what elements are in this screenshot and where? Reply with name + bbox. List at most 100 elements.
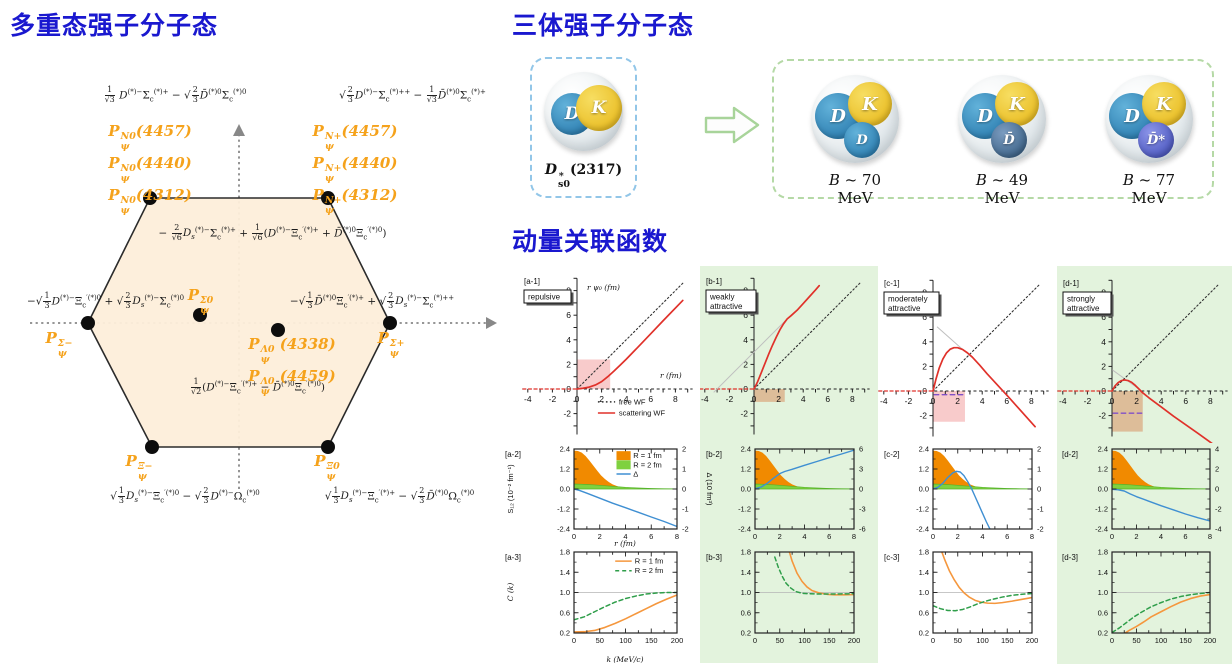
cluster-sphere: D K D (811, 75, 899, 163)
svg-text:-4: -4 (701, 394, 709, 404)
svg-text:[b-1]: [b-1] (706, 277, 722, 286)
svg-text:1.2: 1.2 (919, 465, 929, 474)
svg-text:6: 6 (566, 310, 571, 320)
svg-text:3: 3 (859, 465, 863, 474)
svg-text:200: 200 (1026, 636, 1039, 645)
svg-text:4: 4 (1159, 532, 1163, 541)
svg-text:50: 50 (776, 636, 784, 645)
svg-text:8: 8 (1101, 288, 1106, 298)
svg-text:0: 0 (1037, 485, 1041, 494)
svg-text:0.2: 0.2 (1098, 629, 1108, 638)
formula-top-left: 1 √3 D(*)−Σc(*)+ − √ 2 3 D̄(*)0Σc(*)0 (104, 85, 247, 104)
svg-text:2.4: 2.4 (919, 445, 929, 454)
svg-text:0: 0 (922, 386, 927, 396)
svg-text:4: 4 (566, 335, 571, 345)
state-pc-sigma-plus: P Σ+ ψ (377, 329, 405, 359)
svg-text:150: 150 (645, 636, 658, 645)
svg-text:8: 8 (566, 286, 571, 296)
svg-text:2: 2 (682, 445, 686, 454)
svg-text:150: 150 (1001, 636, 1014, 645)
svg-text:2: 2 (743, 359, 748, 369)
svg-text:6: 6 (1183, 396, 1188, 406)
multiplet-title: 多重态强子分子态 (10, 12, 219, 40)
third-meson-ball: D̄* (1138, 122, 1174, 158)
svg-text:-4: -4 (1215, 525, 1222, 534)
svg-text:0: 0 (1110, 396, 1115, 406)
svg-text:200: 200 (848, 636, 861, 645)
svg-text:100: 100 (619, 636, 632, 645)
svg-text:-1: -1 (1037, 505, 1044, 514)
svg-text:0: 0 (1101, 386, 1106, 396)
svg-text:1.4: 1.4 (919, 568, 929, 577)
svg-text:-2: -2 (905, 396, 913, 406)
svg-text:4: 4 (624, 394, 629, 404)
svg-text:1.0: 1.0 (1098, 588, 1108, 597)
svg-text:2.4: 2.4 (1098, 445, 1108, 454)
svg-text:strongly: strongly (1067, 295, 1095, 304)
svg-text:attractive: attractive (1067, 304, 1100, 313)
svg-text:0.2: 0.2 (560, 629, 570, 638)
svg-text:0: 0 (859, 485, 863, 494)
plot-b-3: 0 50 100 150 200 1.8 1.4 1.0 0.6 0.2 [b-3] (706, 548, 861, 646)
svg-text:-2: -2 (682, 525, 689, 534)
svg-text:0.6: 0.6 (1098, 608, 1108, 617)
svg-text:6: 6 (1183, 532, 1187, 541)
svg-text:[c-2]: [c-2] (884, 450, 900, 459)
svg-text:1.8: 1.8 (560, 548, 570, 557)
svg-text:4: 4 (980, 532, 984, 541)
svg-text:8: 8 (850, 394, 855, 404)
svg-text:1.8: 1.8 (741, 548, 751, 557)
svg-text:-4: -4 (1059, 396, 1067, 406)
svg-text:0: 0 (931, 396, 936, 406)
arrow-right-icon (704, 106, 760, 144)
svg-text:Δ: Δ (633, 470, 638, 479)
svg-text:8: 8 (1208, 532, 1212, 541)
svg-text:2: 2 (922, 361, 927, 371)
svg-text:0: 0 (566, 384, 571, 394)
plot-d-3: 0 50 100 150 200 1.8 1.4 1.0 0.6 0.2 [d-3] (1062, 548, 1216, 646)
svg-text:50: 50 (954, 636, 962, 645)
svg-text:-6: -6 (859, 525, 866, 534)
formula-lambda: 1 √2 (D(*)−Ξc′(*)+ − D̄(*)0Ξc′(*)0) (190, 377, 326, 396)
svg-text:-3: -3 (859, 505, 866, 514)
svg-text:-2: -2 (1037, 525, 1044, 534)
green-panel-b (700, 266, 878, 663)
formula-center: − 2 √6 Ds(*)−Σc(*)+ + 1 √6 (D(*)−Ξc′(*)+ + D… (158, 223, 387, 242)
k-meson-ball: K (995, 82, 1039, 126)
svg-text:-2: -2 (740, 409, 748, 419)
svg-text:50: 50 (1132, 636, 1140, 645)
state-pc-xi-minus: P Ξ− ψ (125, 452, 153, 482)
svg-text:8: 8 (922, 288, 927, 298)
svg-text:6: 6 (743, 310, 748, 320)
svg-text:1.2: 1.2 (1098, 465, 1108, 474)
svg-text:-1: -1 (682, 505, 689, 514)
svg-text:8: 8 (743, 286, 748, 296)
svg-text:[a-1]: [a-1] (524, 277, 540, 286)
svg-text:0.6: 0.6 (741, 608, 751, 617)
svg-text:r (fm): r (fm) (660, 371, 682, 380)
svg-text:r ψ₀ (fm): r ψ₀ (fm) (587, 283, 620, 292)
svg-text:0: 0 (753, 636, 757, 645)
svg-text:-2: -2 (919, 411, 927, 421)
svg-text:1.8: 1.8 (919, 548, 929, 557)
binding-energy-label: B ~ 77 MeV (1122, 171, 1176, 207)
svg-text:1.4: 1.4 (741, 568, 751, 577)
svg-text:[d-2]: [d-2] (1062, 450, 1078, 459)
svg-text:6: 6 (648, 394, 653, 404)
svg-text:-2.4: -2.4 (738, 525, 751, 534)
svg-text:0.6: 0.6 (560, 608, 570, 617)
svg-text:0: 0 (572, 532, 576, 541)
svg-text:0: 0 (572, 636, 576, 645)
svg-text:2.4: 2.4 (560, 445, 570, 454)
svg-text:[b-3]: [b-3] (706, 553, 722, 562)
seed-box: D K D ∗ s0 (2317) (530, 57, 637, 198)
svg-text:100: 100 (1155, 636, 1168, 645)
k-meson-ball: K (1142, 82, 1186, 126)
svg-text:4: 4 (1215, 445, 1219, 454)
svg-text:[a-3]: [a-3] (505, 553, 521, 562)
svg-text:1.8: 1.8 (1098, 548, 1108, 557)
svg-text:4: 4 (743, 335, 748, 345)
svg-text:0.6: 0.6 (919, 608, 929, 617)
